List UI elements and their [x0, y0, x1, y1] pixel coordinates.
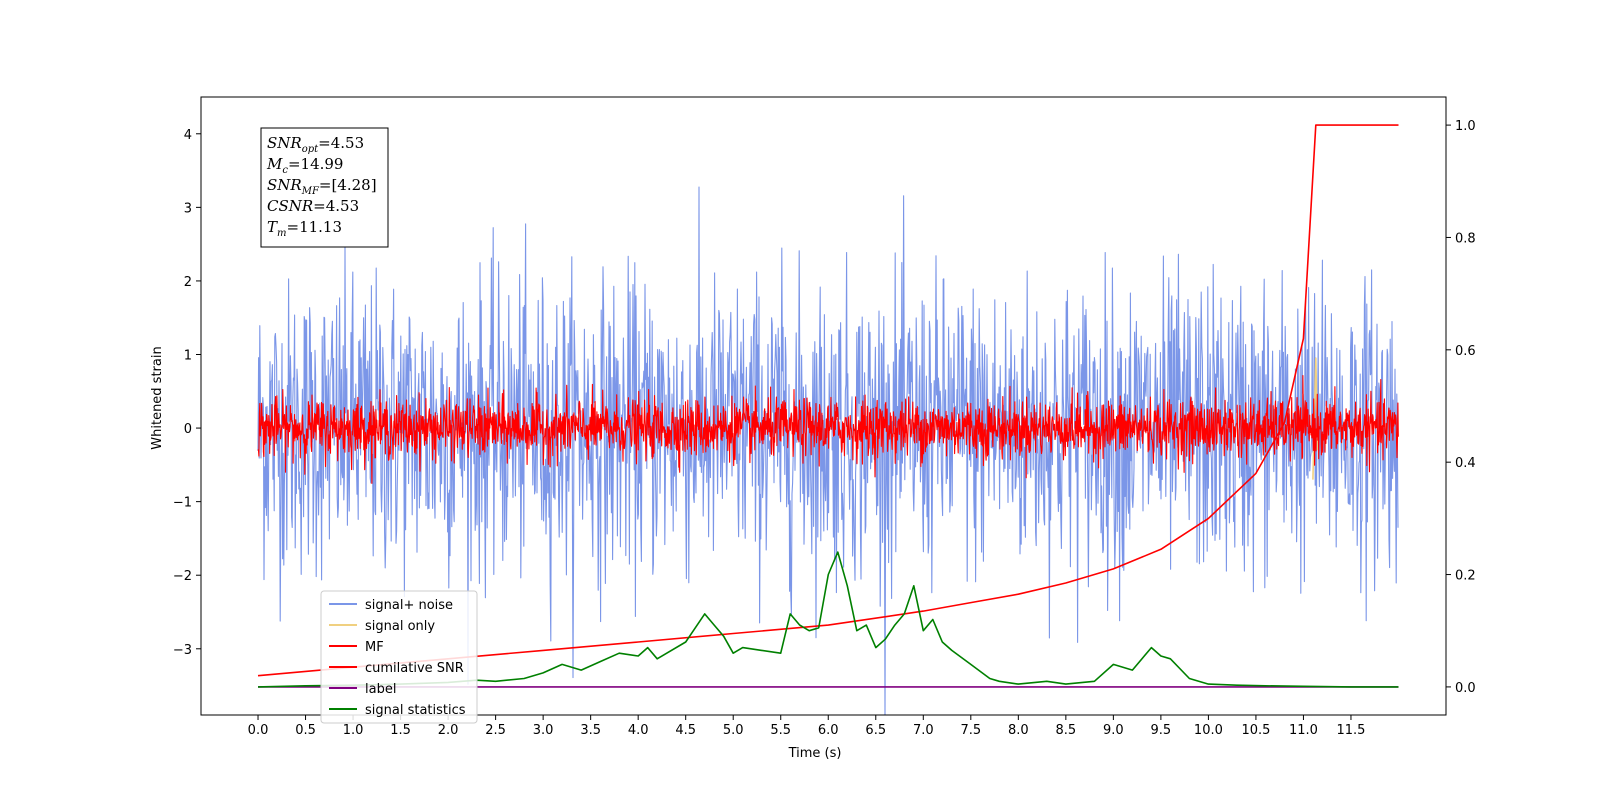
x-tick-label: 1.0: [343, 723, 364, 738]
x-axis-label: Time (s): [788, 746, 842, 761]
y-tick-label: −1: [173, 496, 192, 511]
x-tick-label: 6.5: [865, 723, 886, 738]
y-tick-label: 3: [184, 201, 192, 216]
y2-tick-label: 0.8: [1455, 231, 1476, 246]
x-tick-label: 7.5: [960, 723, 981, 738]
x-tick-label: 4.0: [628, 723, 649, 738]
y-tick-label: 2: [184, 275, 192, 290]
x-tick-label: 6.0: [818, 723, 839, 738]
legend-frame: [320, 590, 478, 724]
y2-axis-ticks: 0.0 0.2 0.4 0.6 0.8 1.0: [1446, 119, 1476, 696]
x-tick-label: 4.5: [675, 723, 696, 738]
x-tick-label: 3.0: [533, 723, 554, 738]
x-tick-label: 7.0: [913, 723, 934, 738]
series-cumilative-snr-line: [257, 124, 1399, 677]
x-tick-label: 5.0: [723, 723, 744, 738]
legend-entry-label: cumilative SNR: [365, 661, 464, 676]
y-axis-label: Whitened strain: [150, 346, 165, 449]
x-tick-label: 9.5: [1151, 723, 1172, 738]
x-tick-label: 8.5: [1056, 723, 1077, 738]
annotation-frame: [260, 127, 389, 248]
y-axis-ticks: −3 −2 −1 0 1 2 3 4: [173, 128, 201, 658]
x-tick-label: 1.5: [390, 723, 411, 738]
x-tick-label: 11.5: [1336, 723, 1365, 738]
x-tick-label: 8.0: [1008, 723, 1029, 738]
annotation-line: Mc=14.99: [266, 155, 343, 176]
annotation-line: SNRMF=[4.28]: [267, 176, 377, 197]
x-tick-label: 5.5: [770, 723, 791, 738]
y-tick-label: −2: [173, 569, 192, 584]
y-tick-label: 4: [184, 128, 192, 143]
series-mf-line: [257, 375, 1399, 484]
y-tick-label: −3: [173, 643, 192, 658]
y2-tick-label: 0.4: [1455, 456, 1476, 471]
y-tick-label: 0: [184, 422, 192, 437]
y2-tick-label: 0.6: [1455, 344, 1476, 359]
legend-entry-label: signal+ noise: [365, 598, 453, 613]
x-axis-ticks: 0.0 0.5 1.0 1.5 2.0 2.5 3.0 3.5 4.0 4.5 5.0 5.5 6.0 6…: [248, 715, 1365, 738]
x-tick-label: 11.0: [1289, 723, 1318, 738]
x-tick-label: 0.0: [248, 723, 269, 738]
legend-entry-label: label: [365, 682, 396, 697]
y-tick-label: 1: [184, 349, 192, 364]
annotation-line: Tm=11.13: [267, 218, 342, 239]
y2-tick-label: 0.0: [1455, 681, 1476, 696]
annotation-line: SNRopt=4.53: [267, 134, 364, 155]
legend-entry-label: signal only: [365, 619, 435, 634]
x-tick-label: 9.0: [1103, 723, 1124, 738]
x-tick-label: 0.5: [295, 723, 316, 738]
series-signal-statistics-line: [257, 551, 1399, 688]
x-tick-label: 2.0: [438, 723, 459, 738]
x-tick-label: 2.5: [485, 723, 506, 738]
y2-tick-label: 1.0: [1455, 119, 1476, 134]
x-tick-label: 3.5: [580, 723, 601, 738]
axes-frame: [200, 96, 1447, 716]
x-tick-label: 10.5: [1241, 723, 1270, 738]
legend-entry-label: MF: [365, 640, 384, 655]
x-tick-label: 10.0: [1194, 723, 1223, 738]
legend: signal+ noise signal only MF cumilative SNR…: [320, 590, 478, 724]
annotation-line: CSNR=4.53: [267, 197, 359, 215]
stats-annotation-box: SNRopt=4.53Mc=14.99SNRMF=[4.28]CSNR=4.53…: [260, 127, 389, 248]
y2-tick-label: 0.2: [1455, 569, 1476, 584]
axes: [200, 96, 1447, 716]
legend-entry-label: signal statistics: [365, 703, 466, 718]
